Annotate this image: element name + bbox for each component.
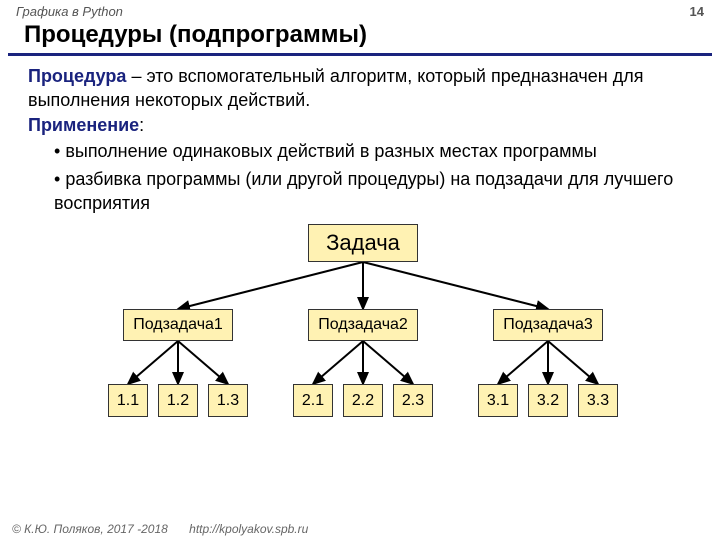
tree-leaf-node-2.1: 2.1 (293, 384, 333, 418)
page-number: 14 (690, 4, 704, 19)
tree-mid-node-2: Подзадача2 (308, 309, 418, 341)
tree-mid-node-1: Подзадача1 (123, 309, 233, 341)
tree-leaf-node-2.3: 2.3 (393, 384, 433, 418)
tree-leaf-node-1.2: 1.2 (158, 384, 198, 418)
term-procedure: Процедура (28, 66, 126, 86)
task-tree-diagram: Задача Подзадача1 Подзадача2 Подзадача3 1.1 1… (28, 224, 692, 454)
list-item: выполнение одинаковых действий в разных … (54, 139, 692, 163)
tree-leaf-node-1.3: 1.3 (208, 384, 248, 418)
bullet-list: выполнение одинаковых действий в разных … (28, 139, 692, 216)
footer: © К.Ю. Поляков, 2017 -2018 http://kpolya… (12, 522, 308, 536)
tree-root-node: Задача (308, 224, 418, 262)
page-title: Процедуры (подпрограммы) (8, 19, 712, 56)
tree-leaf-node-2.2: 2.2 (343, 384, 383, 418)
breadcrumb: Графика в Python (16, 4, 123, 19)
tree-leaf-node-3.2: 3.2 (528, 384, 568, 418)
subhead-colon: : (139, 115, 144, 135)
list-item: разбивка программы (или другой процедуры… (54, 167, 692, 216)
content-area: Процедура – это вспомогательный алгоритм… (0, 56, 720, 454)
tree-leaf-node-1.1: 1.1 (108, 384, 148, 418)
copyright-text: © К.Ю. Поляков, 2017 -2018 (12, 522, 168, 536)
definition-paragraph: Процедура – это вспомогательный алгоритм… (28, 64, 692, 113)
subhead-row: Применение: (28, 113, 692, 137)
subhead-application: Применение (28, 115, 139, 135)
footer-url-link[interactable]: http://kpolyakov.spb.ru (189, 522, 308, 536)
tree-mid-node-3: Подзадача3 (493, 309, 603, 341)
tree-leaf-node-3.1: 3.1 (478, 384, 518, 418)
tree-leaf-node-3.3: 3.3 (578, 384, 618, 418)
